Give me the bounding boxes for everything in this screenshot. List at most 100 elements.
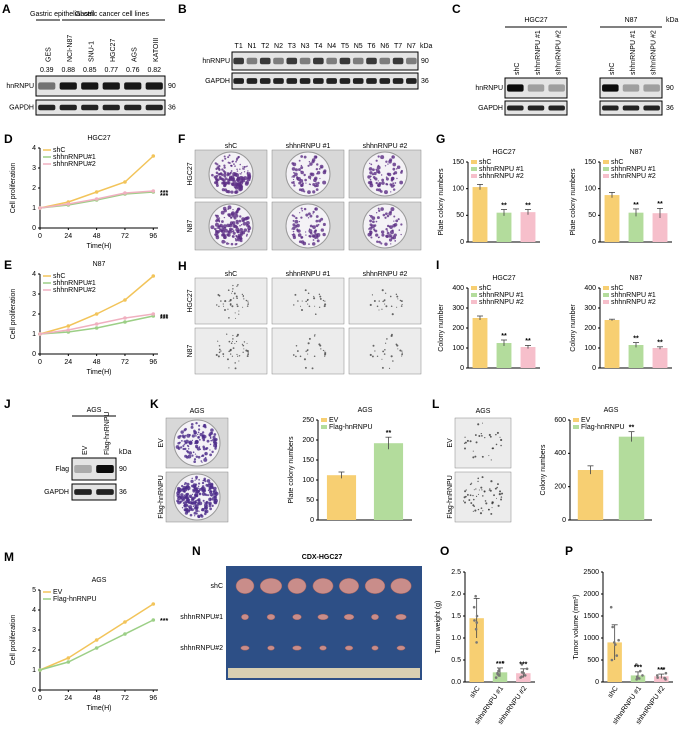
colony (388, 234, 392, 238)
y-tick-label: 500 (587, 657, 599, 664)
data-point (123, 316, 127, 320)
image-title: AGS (190, 408, 205, 415)
colony (307, 303, 309, 305)
colony (239, 175, 244, 180)
colony (385, 342, 387, 344)
colony (183, 504, 187, 508)
y-tick-label: 400 (584, 285, 596, 292)
significance: ** (657, 201, 663, 208)
colony (484, 500, 487, 502)
colony (215, 229, 217, 232)
colony (300, 188, 305, 192)
legend-label: shC (479, 159, 491, 166)
colony (396, 295, 399, 298)
colony (234, 367, 237, 370)
colony (224, 300, 227, 303)
colony (201, 507, 205, 512)
colony (375, 212, 378, 214)
column-label: shhnRNPU #1 (286, 143, 331, 150)
colony (390, 176, 395, 181)
colony (186, 511, 188, 514)
colony (194, 439, 199, 444)
panel-letter: I (436, 258, 439, 272)
colony (228, 367, 230, 369)
colony (240, 224, 243, 226)
colony (382, 350, 385, 353)
colony (233, 163, 235, 165)
data-point (66, 324, 71, 328)
legend-label: shhnRNPU #2 (611, 299, 656, 306)
image-frame (454, 471, 512, 523)
colony (197, 431, 200, 434)
colony (309, 214, 313, 218)
lane-label: T3 (288, 43, 296, 50)
legend-label: shhnRNPU #1 (611, 166, 656, 173)
chart-title: HGC27 (87, 135, 110, 142)
colony (393, 171, 398, 175)
legend-swatch (321, 425, 327, 429)
colony (370, 234, 372, 237)
y-tick-label: 5 (32, 587, 36, 594)
colony (229, 227, 233, 231)
colony (469, 494, 472, 497)
bar (604, 195, 620, 242)
blot-frame (71, 457, 117, 481)
x-tick-label: 24 (64, 233, 72, 240)
colony (395, 219, 399, 223)
significance: ** (525, 202, 531, 209)
colony (236, 177, 240, 182)
colony (225, 242, 229, 245)
colony (222, 305, 225, 307)
lane-label: NCI-N87 (67, 35, 74, 62)
colony (212, 487, 214, 489)
colony (386, 214, 390, 218)
y-tick-label: 2500 (583, 569, 599, 576)
colony (227, 289, 230, 292)
colony (311, 234, 315, 238)
dish (362, 151, 408, 197)
data-point (637, 677, 641, 680)
data-point (641, 674, 644, 677)
y-tick-label: 100 (302, 477, 314, 484)
colony (226, 358, 229, 361)
colony (232, 231, 236, 235)
colony (498, 493, 501, 496)
colony (222, 355, 225, 357)
colony (238, 219, 242, 223)
panel-letter: L (432, 397, 439, 411)
bar (652, 213, 668, 242)
y-tick-label: 200 (452, 325, 464, 332)
colony (228, 317, 230, 319)
y-tick-label: 0.5 (451, 657, 461, 664)
legend-label: shhnRNPU#2 (53, 161, 96, 168)
colony (369, 353, 372, 357)
colony (308, 183, 311, 185)
colony (295, 216, 298, 220)
colony (234, 190, 238, 195)
blot-frame (71, 483, 117, 501)
column-label: shhnRNPU #2 (363, 271, 408, 278)
data-point (475, 621, 479, 624)
y-tick-label: 2 (32, 647, 36, 654)
panel-letter: N (192, 544, 201, 558)
colony (296, 176, 299, 179)
y-tick-label: 0 (562, 517, 566, 524)
significance: *** (519, 662, 527, 669)
colony (217, 225, 221, 230)
blot-band (74, 465, 92, 473)
colony (223, 155, 226, 158)
lane-label: shhnRNPU #2 (651, 30, 658, 75)
colony (201, 492, 206, 496)
colony (387, 172, 392, 177)
blot-band (622, 84, 640, 92)
colony (392, 235, 397, 240)
dish (362, 203, 408, 249)
colony (369, 162, 371, 165)
colony (464, 490, 467, 493)
y-tick-label: 0 (32, 225, 36, 232)
colony (243, 166, 246, 168)
y-tick-label: 1 (32, 331, 36, 338)
colony (307, 190, 311, 195)
colony (373, 300, 376, 303)
colony (392, 167, 396, 171)
